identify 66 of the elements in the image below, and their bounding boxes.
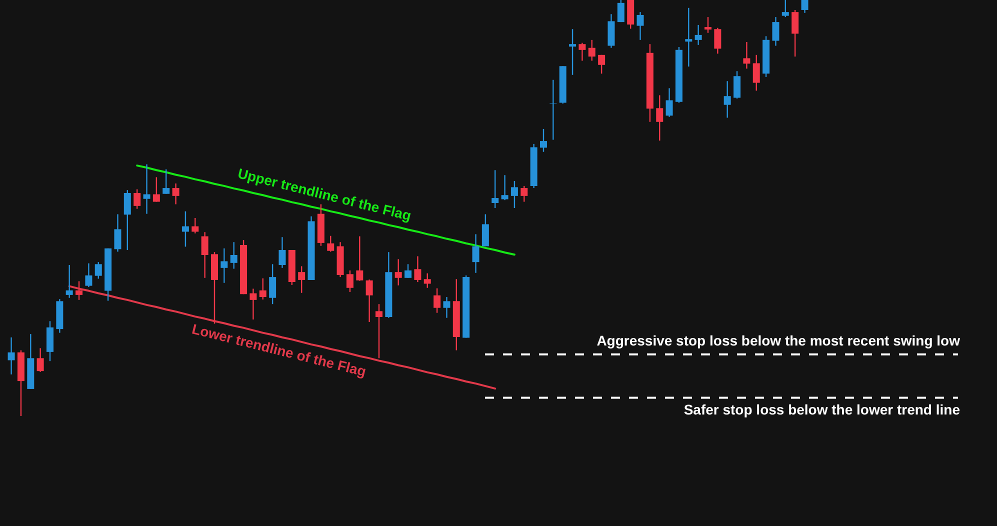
candlestick xyxy=(656,94,664,142)
candlestick xyxy=(346,270,354,293)
candlestick xyxy=(734,70,741,100)
candlestick xyxy=(250,288,257,320)
candlestick xyxy=(434,288,441,314)
candlestick xyxy=(520,185,528,202)
candlestick xyxy=(666,88,673,118)
candlestick xyxy=(66,264,73,298)
candlestick xyxy=(85,262,92,288)
candlestick xyxy=(588,39,596,62)
candlestick xyxy=(801,0,808,14)
ref-line-label: Aggressive stop loss below the most recent swing low xyxy=(596,332,960,348)
candlestick xyxy=(752,54,760,92)
candlestick xyxy=(472,234,480,274)
candlestick xyxy=(414,256,422,283)
candlestick xyxy=(230,242,238,270)
candlestick xyxy=(36,348,44,373)
candlestick xyxy=(685,7,692,68)
candlestick xyxy=(772,16,780,46)
candlestick xyxy=(492,170,499,209)
candlestick xyxy=(550,79,557,140)
candlestick xyxy=(724,80,731,118)
candlestick xyxy=(598,54,606,74)
candlestick xyxy=(201,232,208,278)
candlestick xyxy=(501,174,508,201)
candlestick xyxy=(424,272,431,288)
candlestick xyxy=(8,336,15,375)
candlestick xyxy=(510,180,518,209)
candlestick xyxy=(152,176,160,202)
candlestick xyxy=(375,303,382,359)
candlestick xyxy=(172,182,180,205)
candlestick xyxy=(76,280,83,301)
candlestick xyxy=(192,217,199,234)
candlestick xyxy=(162,168,170,194)
candlestick xyxy=(220,248,228,284)
candlestick xyxy=(143,164,150,214)
candlestick xyxy=(792,9,799,58)
candlestick xyxy=(394,258,402,286)
candlestick xyxy=(694,24,702,46)
candlestick xyxy=(94,261,102,280)
candlestick xyxy=(743,41,750,70)
candlestick xyxy=(636,11,644,41)
candlestick xyxy=(259,278,266,300)
candlestick xyxy=(182,210,189,248)
candlestick xyxy=(114,214,122,252)
candlestick xyxy=(366,278,373,323)
candlestick xyxy=(327,235,334,252)
text: Lower trendline of the Flag xyxy=(190,320,368,380)
candlestick xyxy=(404,264,412,278)
candlestick xyxy=(124,190,131,251)
ref-line-label: Safer stop loss below the lower trend line xyxy=(684,402,960,418)
candlestick xyxy=(617,0,624,23)
candlestick xyxy=(782,0,789,18)
candlestick xyxy=(714,27,722,54)
candlestick xyxy=(269,264,276,305)
candlestick xyxy=(569,28,576,76)
candlestick xyxy=(134,188,141,210)
candlestick xyxy=(278,236,286,269)
candlestick xyxy=(356,236,364,282)
candlestick xyxy=(578,42,586,62)
candlestick xyxy=(704,16,712,34)
candlestick xyxy=(482,214,489,247)
candlestick xyxy=(443,296,450,318)
candlestick xyxy=(298,266,306,294)
candlestick xyxy=(540,128,547,152)
text: Upper trendline of the Flag xyxy=(236,164,413,224)
